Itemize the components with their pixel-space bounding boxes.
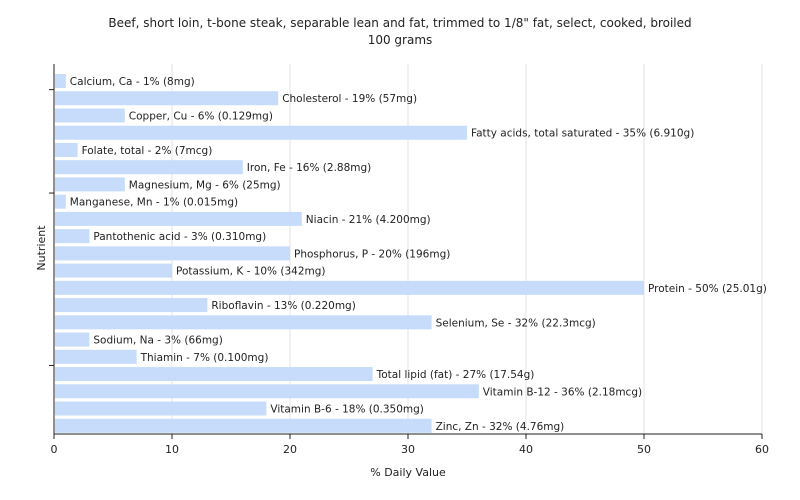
bar — [55, 384, 479, 399]
bar — [55, 401, 267, 416]
x-axis-label: % Daily Value — [370, 466, 446, 479]
x-tick-label: 10 — [165, 443, 179, 456]
bar — [55, 91, 279, 106]
bar — [55, 74, 66, 88]
bar — [55, 142, 78, 157]
bar-label: Cholesterol - 19% (57mg) — [282, 93, 417, 105]
bar-label: Total lipid (fat) - 27% (17.54g) — [376, 369, 535, 381]
bars — [55, 74, 644, 433]
bar — [55, 229, 90, 244]
bar-label: Copper, Cu - 6% (0.129mg) — [129, 110, 273, 122]
x-tick-label: 40 — [519, 443, 533, 456]
bar-label: Magnesium, Mg - 6% (25mg) — [129, 179, 281, 191]
bar-label: Pantothenic acid - 3% (0.310mg) — [93, 231, 266, 243]
bar — [55, 246, 290, 261]
x-tick-label: 60 — [755, 443, 769, 456]
x-tick-label: 0 — [51, 443, 58, 456]
bar-label: Vitamin B-6 - 18% (0.350mg) — [270, 404, 424, 416]
y-axis-ticks — [49, 89, 54, 366]
bar — [55, 367, 373, 382]
bar-label: Niacin - 21% (4.200mg) — [306, 214, 431, 226]
bar-label: Riboflavin - 13% (0.220mg) — [211, 300, 355, 312]
bar — [55, 194, 66, 209]
bar-label: Sodium, Na - 3% (66mg) — [93, 335, 222, 347]
x-tick-label: 20 — [283, 443, 297, 456]
bar — [55, 160, 243, 175]
x-tick-label: 30 — [401, 443, 415, 456]
bar — [55, 125, 467, 140]
bar-label: Potassium, K - 10% (342mg) — [176, 266, 326, 278]
bar-label: Iron, Fe - 16% (2.88mg) — [247, 162, 371, 174]
x-tick-label: 50 — [637, 443, 651, 456]
bar — [55, 315, 432, 330]
bar — [55, 332, 90, 347]
bar-label: Vitamin B-12 - 36% (2.18mcg) — [483, 386, 642, 398]
bar-label: Protein - 50% (25.01g) — [648, 283, 767, 295]
bar — [55, 280, 644, 295]
bar — [55, 349, 137, 364]
bar — [55, 108, 125, 123]
bar-label: Selenium, Se - 32% (22.3mcg) — [436, 317, 596, 329]
chart-title: Beef, short loin, t-bone steak, separabl… — [108, 16, 691, 30]
bar-label: Fatty acids, total saturated - 35% (6.91… — [471, 128, 694, 140]
bar-label: Zinc, Zn - 32% (4.76mg) — [436, 421, 565, 433]
bar-label: Thiamin - 7% (0.100mg) — [140, 352, 269, 364]
bar-labels: Calcium, Ca - 1% (8mg) Cholesterol - 19% … — [70, 76, 767, 433]
chart-subtitle: 100 grams — [368, 33, 433, 47]
bar-label: Phosphorus, P - 20% (196mg) — [294, 248, 450, 260]
bar-label: Calcium, Ca - 1% (8mg) — [70, 76, 195, 88]
bar — [55, 177, 125, 192]
x-axis-ticks: 0 10 20 30 40 50 60 — [51, 434, 769, 456]
y-axis-label: Nutrient — [35, 225, 48, 271]
bar — [55, 418, 432, 433]
bar — [55, 298, 208, 313]
bar-label: Folate, total - 2% (7mcg) — [82, 145, 213, 157]
bar — [55, 211, 302, 226]
bar — [55, 263, 172, 278]
bar-label: Manganese, Mn - 1% (0.015mg) — [70, 197, 238, 209]
